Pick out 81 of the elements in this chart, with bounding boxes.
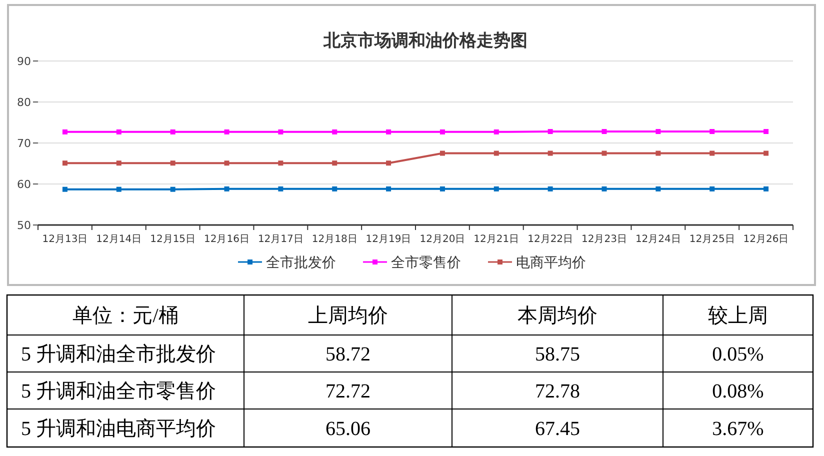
text: 5 升调和油全市批发价 — [21, 344, 216, 366]
x-tick-label: 12月23日 — [582, 234, 627, 245]
point — [602, 186, 607, 192]
point — [710, 150, 715, 156]
point — [62, 186, 68, 192]
point — [278, 186, 284, 192]
point — [656, 150, 661, 156]
legend-label: 全市零售价 — [391, 255, 461, 271]
text: 0.05% — [712, 344, 764, 366]
x-tick-label: 12月20日 — [420, 234, 466, 245]
point — [656, 129, 661, 134]
x-tick-label: 12月21日 — [474, 234, 520, 245]
y-tick-label: 60 — [17, 178, 31, 191]
point — [170, 160, 176, 166]
text: 65.06 — [326, 418, 370, 440]
text: 3.67% — [712, 418, 764, 440]
point — [116, 129, 122, 134]
point — [116, 160, 122, 166]
text: 72.72 — [326, 380, 370, 402]
text: 5 升调和油电商平均价 — [21, 418, 216, 440]
point — [116, 186, 122, 192]
point — [548, 186, 553, 192]
point — [548, 150, 553, 156]
point — [602, 150, 607, 156]
point — [278, 129, 284, 134]
point — [440, 186, 445, 192]
point — [710, 186, 715, 192]
text: 72.78 — [535, 380, 580, 402]
point — [386, 129, 392, 134]
chart-title: 北京市场调和油价格走势图 — [322, 31, 528, 51]
point — [656, 186, 661, 192]
x-tick-label: 12月25日 — [689, 234, 735, 245]
point — [332, 129, 338, 134]
y-tick-label: 90 — [17, 55, 31, 68]
point — [62, 129, 68, 134]
point — [764, 129, 769, 134]
point — [62, 160, 68, 166]
text: 0.08% — [712, 380, 764, 402]
point — [764, 150, 769, 156]
x-tick-label: 12月19日 — [366, 234, 412, 245]
text: 单位：元/桶 — [72, 305, 178, 327]
x-tick-label: 12月24日 — [635, 234, 681, 245]
point — [494, 186, 499, 192]
text: 本周均价 — [518, 305, 598, 327]
point — [494, 129, 499, 134]
text: 上周均价 — [308, 305, 388, 327]
point — [440, 150, 445, 156]
text: 较上周 — [708, 305, 768, 327]
point — [548, 129, 553, 134]
legend-label: 全市批发价 — [266, 255, 336, 271]
point — [170, 186, 176, 192]
x-tick-label: 12月22日 — [528, 234, 574, 245]
point — [278, 160, 284, 166]
point — [494, 150, 499, 156]
text: 58.72 — [326, 344, 370, 366]
point — [332, 186, 338, 192]
point — [332, 160, 338, 166]
text: 58.75 — [535, 344, 580, 366]
y-tick-label: 80 — [17, 96, 31, 109]
text: 67.45 — [535, 418, 580, 440]
point — [386, 186, 392, 192]
y-tick-label: 70 — [17, 137, 31, 150]
point — [386, 160, 392, 166]
x-tick-label: 12月14日 — [96, 234, 142, 245]
x-tick-label: 12月17日 — [258, 234, 304, 245]
point — [764, 186, 769, 192]
x-tick-label: 12月15日 — [150, 234, 196, 245]
point — [710, 129, 715, 134]
text: 5 升调和油全市零售价 — [21, 380, 216, 402]
point — [170, 129, 176, 134]
point — [224, 160, 230, 166]
y-tick-label: 50 — [17, 219, 31, 232]
legend-label: 电商平均价 — [516, 255, 586, 271]
point — [602, 129, 607, 134]
x-tick-label: 12月26日 — [743, 234, 789, 245]
point — [224, 186, 230, 192]
point — [440, 129, 445, 134]
x-tick-label: 12月16日 — [204, 234, 250, 245]
point — [224, 129, 230, 134]
x-tick-label: 12月13日 — [42, 234, 88, 245]
x-tick-label: 12月18日 — [312, 234, 358, 245]
